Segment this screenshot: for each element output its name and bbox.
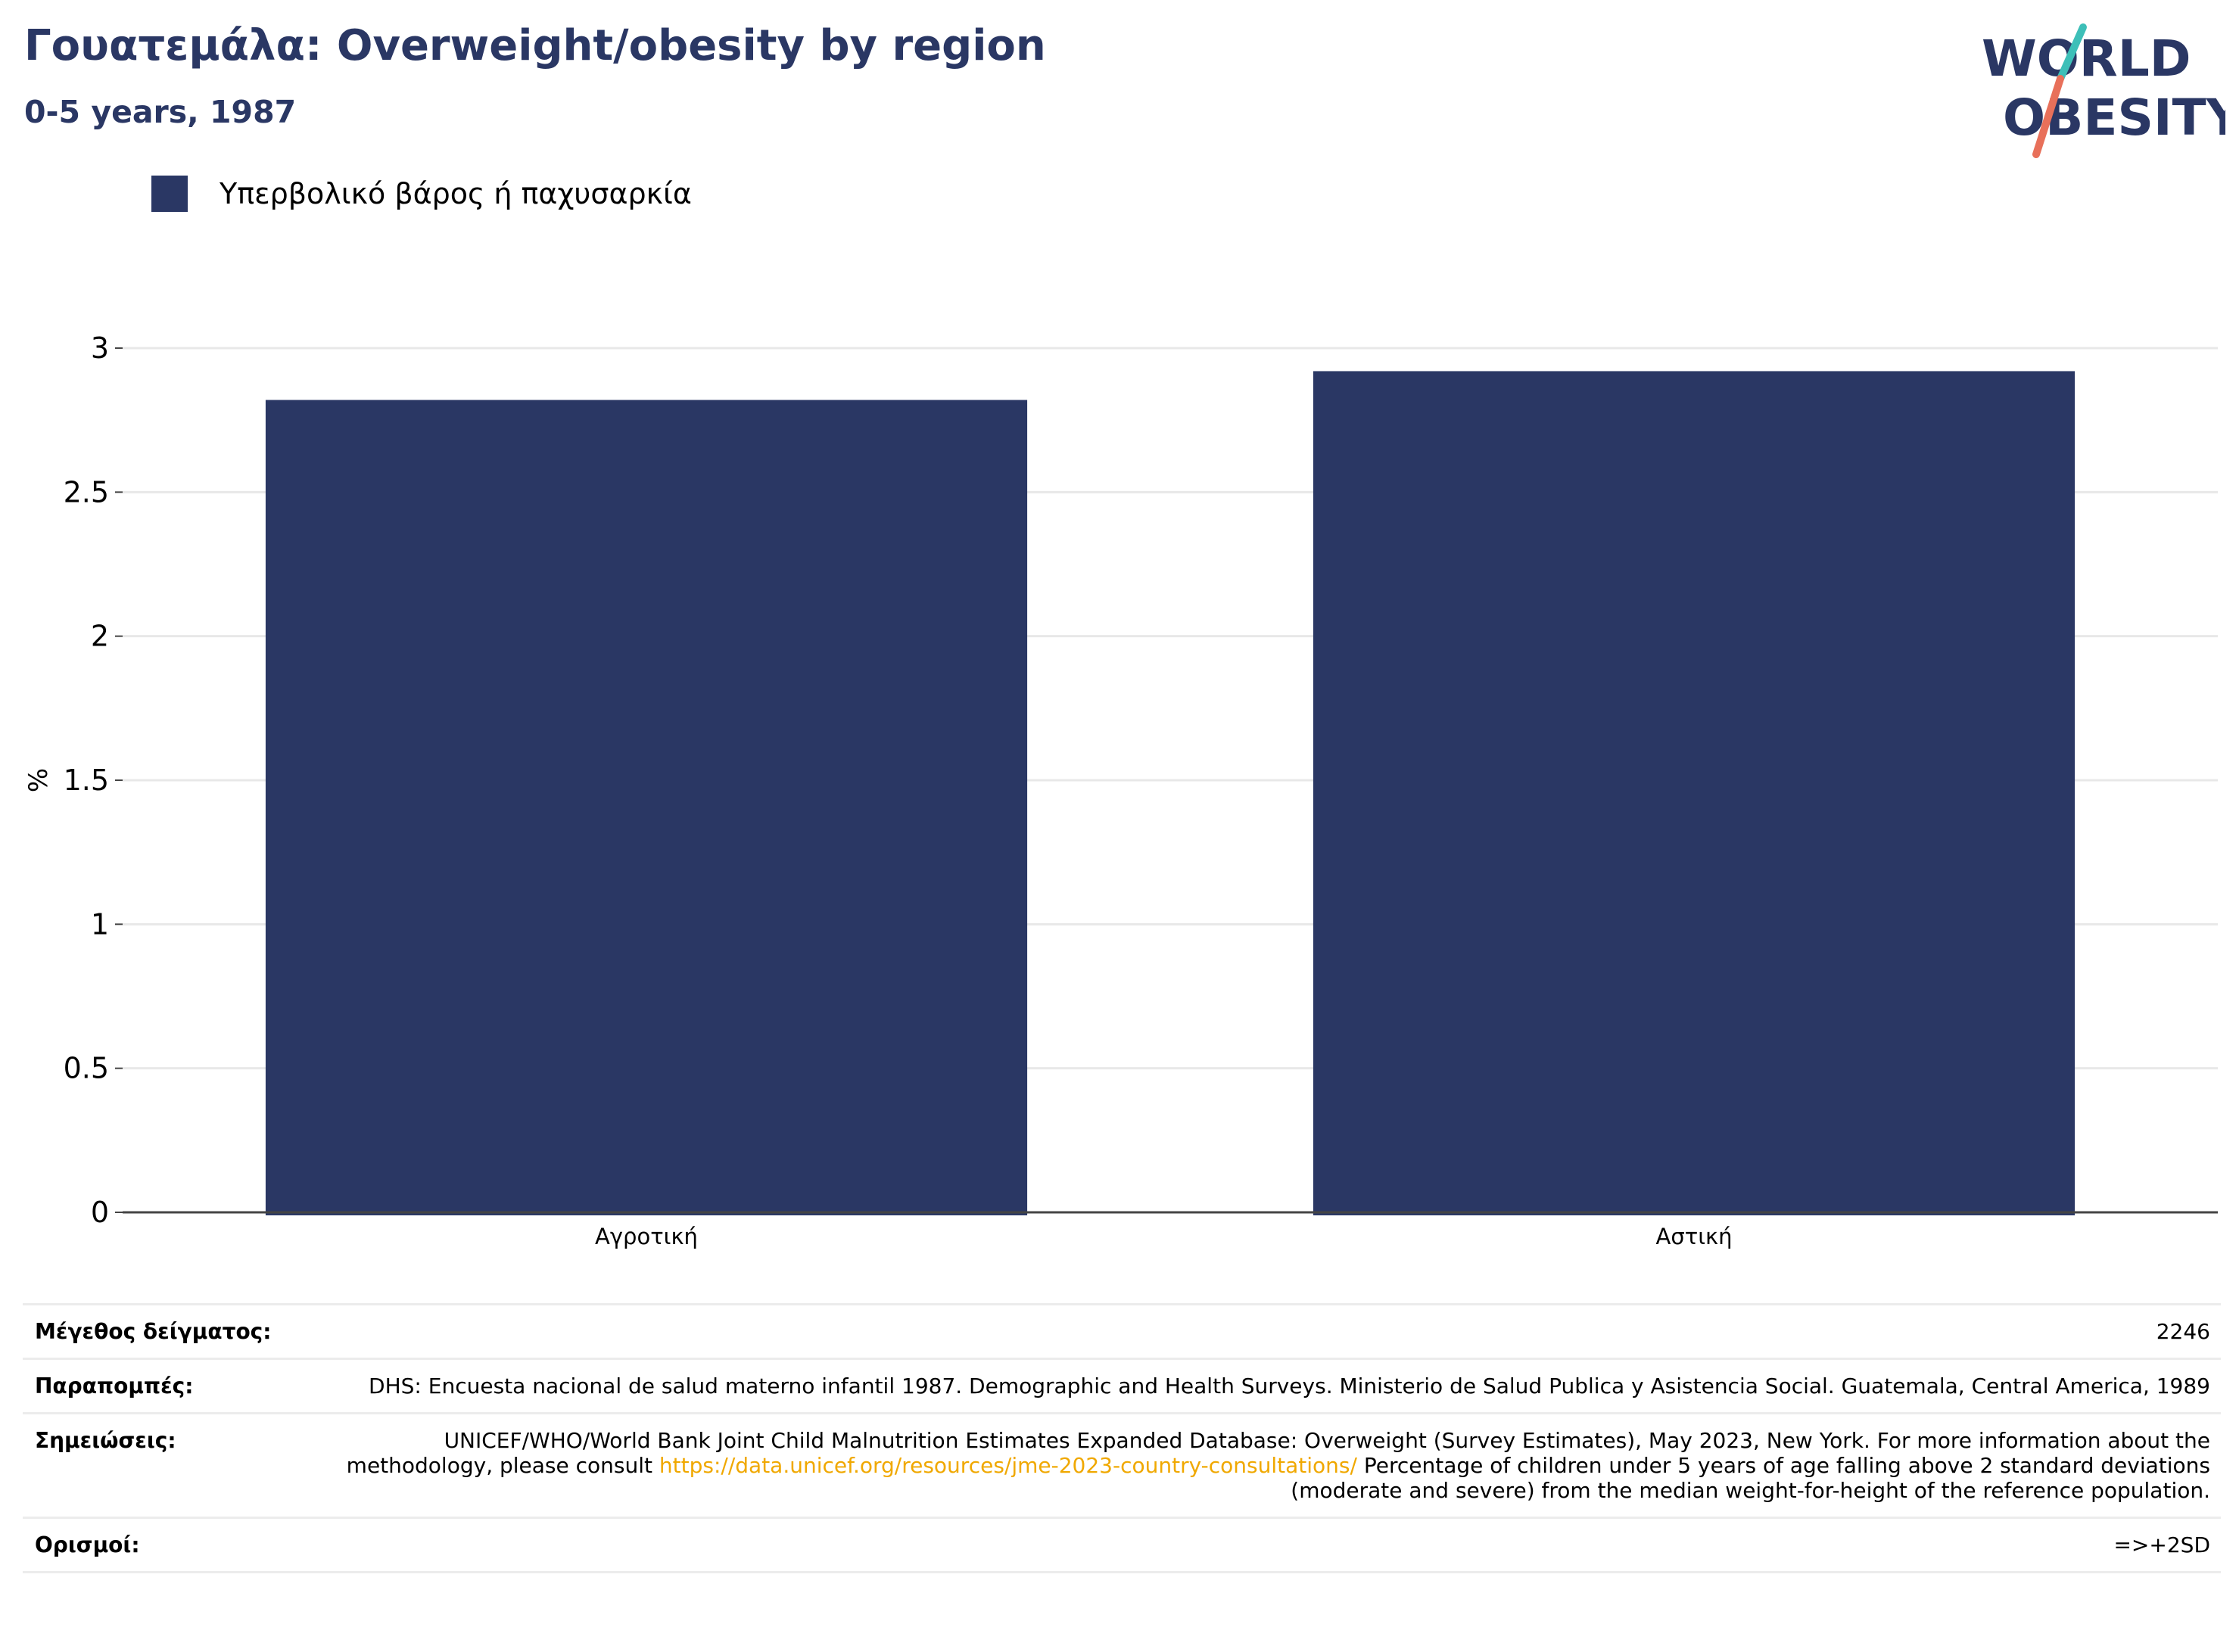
x-tick-label: Αγροτική bbox=[595, 1224, 698, 1249]
definitions-value: =>+2SD bbox=[2113, 1532, 2210, 1557]
notes-text-start: UNICEF/WHO/World Bank Joint Child Malnut… bbox=[346, 1428, 2210, 1478]
x-axis-labels: Αγροτική Αστική bbox=[595, 1224, 1732, 1249]
y-tick-label: 1.5 bbox=[64, 764, 109, 797]
notes-text-end: Percentage of children under 5 years of … bbox=[1291, 1453, 2210, 1503]
info-row-references: Παραπομπές: DHS: Encuesta nacional de sa… bbox=[23, 1358, 2221, 1412]
bars bbox=[265, 371, 2076, 1215]
y-tick-label: 2 bbox=[91, 620, 109, 653]
info-row-sample-size: Μέγεθος δείγματος: 2246 bbox=[23, 1303, 2221, 1358]
sample-size-value: 2246 bbox=[2156, 1319, 2210, 1344]
sample-size-label: Μέγεθος δείγματος: bbox=[35, 1319, 272, 1344]
y-axis-label: % bbox=[23, 768, 54, 792]
methodology-link[interactable]: https://data.unicef.org/resources/jme-20… bbox=[659, 1453, 1357, 1478]
y-tick-label: 1 bbox=[91, 907, 109, 941]
y-tick-label: 2.5 bbox=[64, 475, 109, 509]
definitions-label: Ορισμοί: bbox=[35, 1532, 140, 1557]
legend-label: Υπερβολικό βάρος ή παχυσαρκία bbox=[220, 177, 692, 210]
x-tick-label: Αστική bbox=[1656, 1224, 1733, 1249]
references-label: Παραπομπές: bbox=[35, 1374, 194, 1398]
notes-value: UNICEF/WHO/World Bank Joint Child Malnut… bbox=[303, 1428, 2210, 1503]
legend-swatch bbox=[151, 176, 188, 212]
info-row-definitions: Ορισμοί: =>+2SD bbox=[23, 1517, 2221, 1573]
y-axis-ticks: 0 0.5 1 1.5 2 2.5 3 bbox=[64, 331, 123, 1229]
bar-1 bbox=[265, 400, 1028, 1215]
info-table: Μέγεθος δείγματος: 2246 Παραπομπές: DHS:… bbox=[23, 1303, 2221, 1573]
bar-chart: 0 0.5 1 1.5 2 2.5 3 Αγροτική Αστική % bbox=[23, 331, 2218, 1249]
logo-text-obesity: OBESITY bbox=[2003, 89, 2225, 147]
logo-text-world: WORLD bbox=[1982, 30, 2191, 88]
y-tick-label: 3 bbox=[91, 331, 109, 365]
logo-slash-top bbox=[2057, 23, 2087, 82]
world-obesity-logo: WORLD OBESITY bbox=[1982, 23, 2225, 158]
notes-label: Σημειώσεις: bbox=[35, 1428, 176, 1453]
y-tick-label: 0 bbox=[91, 1196, 109, 1229]
y-tick-label: 0.5 bbox=[64, 1052, 109, 1085]
info-row-notes: Σημειώσεις: UNICEF/WHO/World Bank Joint … bbox=[23, 1412, 2221, 1517]
chart-subtitle: 0-5 years, 1987 bbox=[24, 94, 297, 130]
legend: Υπερβολικό βάρος ή παχυσαρκία bbox=[151, 174, 692, 213]
chart-title: Γουατεμάλα: Overweight/obesity by region bbox=[24, 21, 1046, 70]
logo-slash-bottom bbox=[2032, 75, 2064, 158]
references-value: DHS: Encuesta nacional de salud materno … bbox=[369, 1374, 2210, 1398]
bar-2 bbox=[1313, 371, 2076, 1215]
